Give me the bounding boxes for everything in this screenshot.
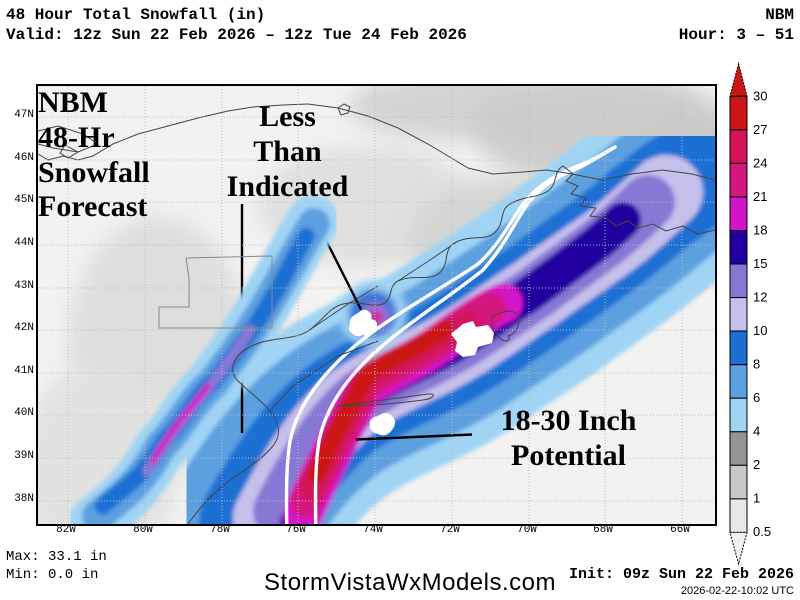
svg-text:4: 4 (753, 424, 760, 439)
svg-text:12: 12 (753, 290, 767, 305)
svg-text:15: 15 (753, 256, 767, 271)
svg-text:0.5: 0.5 (753, 524, 771, 539)
svg-text:8: 8 (753, 357, 760, 372)
svg-text:30: 30 (753, 89, 767, 104)
svg-text:2: 2 (753, 457, 760, 472)
svg-text:10: 10 (753, 323, 767, 338)
svg-text:18: 18 (753, 223, 767, 238)
svg-text:27: 27 (753, 122, 767, 137)
svg-text:1: 1 (753, 491, 760, 506)
svg-text:24: 24 (753, 156, 767, 171)
svg-text:6: 6 (753, 390, 760, 405)
svg-text:21: 21 (753, 189, 767, 204)
